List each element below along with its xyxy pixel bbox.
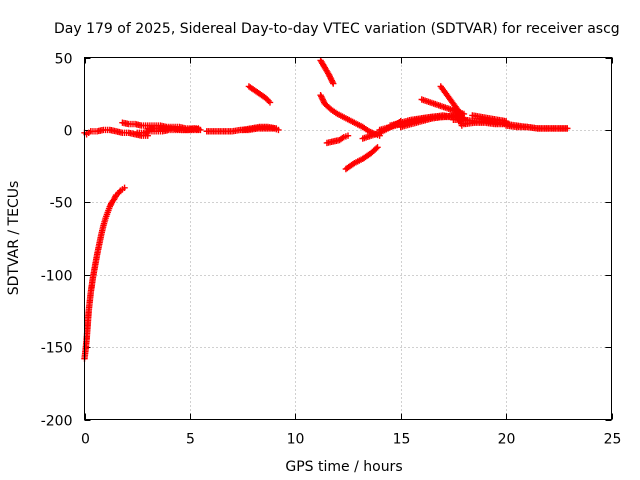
chart-title: Day 179 of 2025, Sidereal Day-to-day VTE… [54,21,620,37]
series-arc-2 [81,184,128,362]
data-point-interp [339,134,346,142]
series-arc-6 [144,125,202,134]
series-arc-13 [342,144,381,173]
data-points [81,57,571,362]
plot-frame [84,57,612,420]
y-axis-label: SDTVAR / TECUs [6,181,22,296]
x-tick-label: 5 [186,432,195,448]
data-point [273,125,280,132]
data-point [564,125,571,132]
series-arc-1 [81,128,95,138]
data-point [374,144,381,151]
x-tick-label: 10 [287,432,305,448]
data-point-interp [373,145,380,152]
series-arc-23 [469,112,510,125]
data-point [330,80,337,87]
y-tick-label: -100 [41,269,73,285]
axis-ticks [84,57,613,421]
series-arc-12 [323,132,352,147]
data-point [344,132,352,139]
y-tick-label: 50 [55,52,73,68]
y-tick-label: -200 [41,414,73,430]
series-arc-25 [502,122,571,132]
x-tick-labels: 0 5 10 15 20 25 [81,432,621,448]
series-arc-8 [245,83,274,106]
series-arc-11 [317,91,383,139]
x-tick-label: 0 [81,432,90,448]
data-point [121,184,128,192]
y-tick-label: -150 [41,341,73,357]
x-tick-label: 15 [393,432,411,448]
series-arc-10 [317,57,337,87]
x-tick-label: 20 [498,432,516,448]
y-tick-label: -50 [50,196,73,212]
series-arc-9 [239,123,280,134]
grid-lines [84,57,612,420]
y-tick-labels: -200 -150 -100 -50 0 50 [41,52,73,430]
y-tick-label: 0 [64,124,73,140]
x-tick-label: 25 [604,432,622,448]
x-axis-label: GPS time / hours [285,459,402,475]
data-point [195,126,202,134]
data-point [266,99,274,106]
